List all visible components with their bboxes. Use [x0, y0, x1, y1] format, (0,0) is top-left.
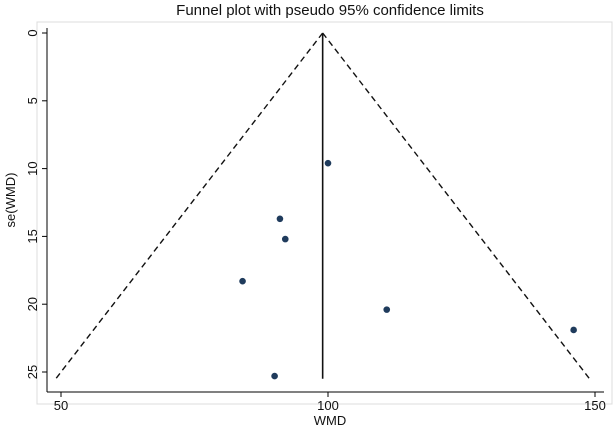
y-tick-label-10: 10 — [25, 161, 40, 175]
y-tick-label-15: 15 — [25, 229, 40, 243]
data-point-4 — [239, 277, 246, 285]
data-point-7 — [271, 372, 278, 380]
x-axis-label: WMD — [314, 413, 347, 428]
y-tick-label-0: 0 — [25, 29, 40, 36]
chart-marks: 0 5 10 15 20 25 50 100 150 — [25, 28, 606, 413]
x-tick-label-50: 50 — [54, 398, 68, 413]
chart-title: Funnel plot with pseudo 95% confidence l… — [176, 2, 484, 19]
data-point-1 — [324, 159, 332, 167]
y-tick-label-5: 5 — [25, 97, 40, 104]
data-point-5 — [383, 306, 391, 313]
y-tick-label-25: 25 — [25, 365, 40, 379]
data-point-3 — [281, 235, 289, 243]
x-tick-label-150: 150 — [584, 398, 606, 413]
plot-area — [36, 21, 613, 405]
lower-confidence-limit — [55, 32, 324, 380]
data-point-6 — [570, 326, 577, 334]
y-tick-label-20: 20 — [25, 297, 40, 311]
data-point-2 — [276, 215, 284, 223]
y-axis-label: se(WMD) — [3, 173, 18, 228]
upper-confidence-limit — [322, 32, 591, 380]
x-tick-label-100: 100 — [317, 398, 339, 413]
